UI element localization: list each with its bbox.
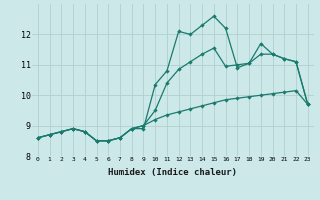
X-axis label: Humidex (Indice chaleur): Humidex (Indice chaleur) xyxy=(108,168,237,177)
